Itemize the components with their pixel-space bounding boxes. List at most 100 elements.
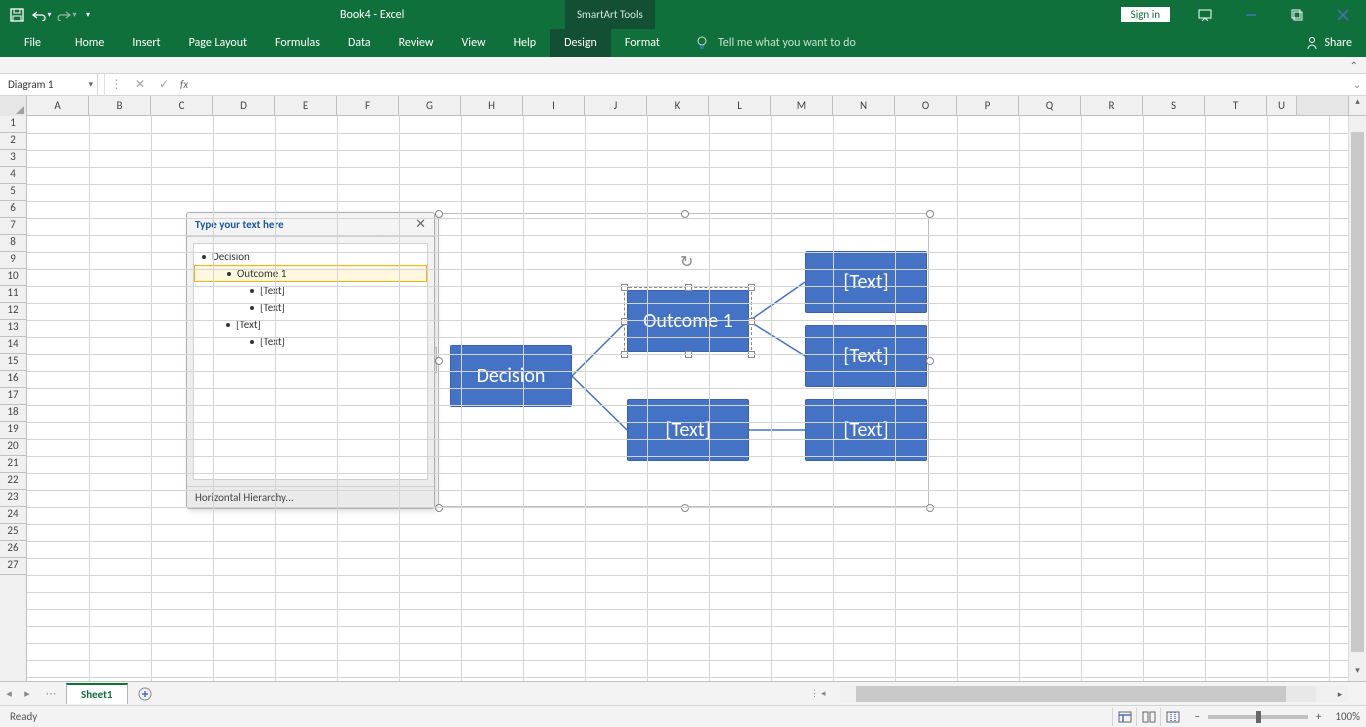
textpane-item[interactable]: Decision bbox=[194, 248, 427, 265]
row-header[interactable]: 25 bbox=[0, 524, 26, 541]
row-header[interactable]: 24 bbox=[0, 507, 26, 524]
column-header[interactable]: K bbox=[647, 96, 709, 115]
formula-enter-icon[interactable]: ✓ bbox=[152, 74, 176, 96]
column-header[interactable]: E bbox=[275, 96, 337, 115]
textpane-item[interactable]: Outcome 1 bbox=[194, 265, 427, 282]
column-header[interactable]: P bbox=[957, 96, 1019, 115]
frame-resize-handle[interactable] bbox=[926, 504, 934, 512]
row-header[interactable]: 16 bbox=[0, 371, 26, 388]
row-header[interactable]: 7 bbox=[0, 218, 26, 235]
vertical-scrollbar[interactable]: ▾ bbox=[1348, 116, 1366, 681]
vscroll-down-icon[interactable]: ▾ bbox=[1349, 665, 1366, 681]
frame-resize-handle[interactable] bbox=[435, 357, 443, 365]
column-header[interactable]: L bbox=[709, 96, 771, 115]
column-header[interactable]: N bbox=[833, 96, 895, 115]
name-box-dropdown-icon[interactable]: ▾ bbox=[88, 79, 93, 90]
row-header[interactable]: 3 bbox=[0, 150, 26, 167]
row-header[interactable]: 20 bbox=[0, 439, 26, 456]
ribbon-options-icon[interactable] bbox=[1182, 0, 1228, 29]
ribbon-tab-page-layout[interactable]: Page Layout bbox=[175, 29, 261, 57]
ribbon-tab-insert[interactable]: Insert bbox=[118, 29, 174, 57]
sheet-nav-first-icon[interactable]: ◂ bbox=[0, 687, 18, 700]
smartart-node-text4[interactable]: [Text] bbox=[805, 325, 927, 387]
redo-icon[interactable]: ▾ bbox=[56, 4, 78, 26]
column-header[interactable]: O bbox=[895, 96, 957, 115]
formula-split-icon[interactable]: ⋮ bbox=[104, 74, 128, 96]
column-header[interactable]: I bbox=[523, 96, 585, 115]
textpane-item[interactable]: [Text] bbox=[194, 299, 427, 316]
view-normal-icon[interactable] bbox=[1112, 708, 1136, 726]
textpane-item[interactable]: [Text] bbox=[194, 316, 427, 333]
ribbon-tab-design[interactable]: Design bbox=[550, 29, 611, 57]
maximize-icon[interactable] bbox=[1274, 0, 1320, 29]
sheet-add-icon[interactable] bbox=[134, 683, 156, 705]
column-header[interactable]: J bbox=[585, 96, 647, 115]
vscroll-thumb[interactable] bbox=[1351, 132, 1364, 652]
row-header[interactable]: 15 bbox=[0, 354, 26, 371]
vscroll-up-icon[interactable]: ▴ bbox=[1348, 96, 1366, 115]
ribbon-tab-review[interactable]: Review bbox=[385, 29, 448, 57]
frame-resize-handle[interactable] bbox=[681, 210, 689, 218]
row-header[interactable]: 5 bbox=[0, 184, 26, 201]
row-header[interactable]: 8 bbox=[0, 235, 26, 252]
frame-resize-handle[interactable] bbox=[435, 504, 443, 512]
row-header[interactable]: 1 bbox=[0, 116, 26, 133]
ribbon-collapse-icon[interactable]: ⌃ bbox=[1350, 59, 1358, 72]
textpane-close-icon[interactable]: ✕ bbox=[415, 217, 426, 232]
name-box[interactable]: Diagram 1 ▾ bbox=[0, 74, 98, 96]
ribbon-tab-help[interactable]: Help bbox=[500, 29, 551, 57]
column-header[interactable]: Q bbox=[1019, 96, 1081, 115]
ribbon-tab-view[interactable]: View bbox=[448, 29, 500, 57]
column-header[interactable]: F bbox=[337, 96, 399, 115]
column-header[interactable]: U bbox=[1267, 96, 1297, 115]
textpane-item[interactable]: [Text] bbox=[194, 282, 427, 299]
row-header[interactable]: 26 bbox=[0, 541, 26, 558]
column-header[interactable]: T bbox=[1205, 96, 1267, 115]
zoom-out-icon[interactable]: − bbox=[1190, 710, 1203, 723]
minimize-icon[interactable] bbox=[1228, 0, 1274, 29]
ribbon-tab-data[interactable]: Data bbox=[334, 29, 385, 57]
column-header[interactable]: C bbox=[151, 96, 213, 115]
row-header[interactable]: 6 bbox=[0, 201, 26, 218]
column-header[interactable]: R bbox=[1081, 96, 1143, 115]
zoom-level[interactable]: 100% bbox=[1335, 710, 1360, 723]
textpane-item[interactable]: [Text] bbox=[194, 333, 427, 350]
sheet-tab[interactable]: Sheet1 bbox=[66, 683, 128, 704]
ribbon-tab-formulas[interactable]: Formulas bbox=[261, 29, 334, 57]
column-header[interactable]: H bbox=[461, 96, 523, 115]
share-button[interactable]: Share bbox=[1305, 36, 1352, 50]
row-header[interactable]: 12 bbox=[0, 303, 26, 320]
smartart-text-pane[interactable]: Type your text here ✕ DecisionOutcome 1[… bbox=[186, 212, 435, 509]
row-header[interactable]: 19 bbox=[0, 422, 26, 439]
column-header[interactable]: G bbox=[399, 96, 461, 115]
ribbon-tab-file[interactable]: File bbox=[10, 29, 55, 57]
undo-icon[interactable]: ▾ bbox=[31, 4, 53, 26]
hscroll-split-icon[interactable]: ⋮ ◂ bbox=[810, 688, 826, 699]
zoom-slider[interactable] bbox=[1208, 715, 1308, 719]
fx-icon[interactable]: fx bbox=[180, 78, 188, 91]
ribbon-tab-home[interactable]: Home bbox=[61, 29, 118, 57]
signin-button[interactable]: Sign in bbox=[1121, 7, 1170, 22]
select-all-corner[interactable] bbox=[0, 96, 27, 116]
row-header[interactable]: 10 bbox=[0, 269, 26, 286]
frame-resize-handle[interactable] bbox=[926, 210, 934, 218]
row-header[interactable]: 2 bbox=[0, 133, 26, 150]
smartart-node-outcome1[interactable]: Outcome 1 bbox=[627, 290, 749, 352]
formula-expand-icon[interactable]: ⌄ bbox=[1348, 78, 1366, 91]
sheet-nav-prev-icon[interactable]: ▸ bbox=[18, 687, 36, 700]
formula-input[interactable] bbox=[188, 74, 1348, 96]
formula-cancel-icon[interactable]: ✕ bbox=[128, 74, 152, 96]
horizontal-scrollbar[interactable]: ▸ bbox=[840, 686, 1348, 702]
textpane-title-bar[interactable]: Type your text here ✕ bbox=[187, 213, 434, 237]
row-header[interactable]: 23 bbox=[0, 490, 26, 507]
ribbon-tab-format[interactable]: Format bbox=[611, 29, 674, 57]
zoom-in-icon[interactable]: + bbox=[1312, 710, 1325, 723]
frame-resize-handle[interactable] bbox=[435, 210, 443, 218]
view-pagebreak-icon[interactable] bbox=[1160, 708, 1184, 726]
row-header[interactable]: 22 bbox=[0, 473, 26, 490]
save-icon[interactable] bbox=[6, 4, 28, 26]
row-header[interactable]: 21 bbox=[0, 456, 26, 473]
close-icon[interactable] bbox=[1320, 0, 1366, 29]
row-header[interactable]: 13 bbox=[0, 320, 26, 337]
row-header[interactable]: 4 bbox=[0, 167, 26, 184]
